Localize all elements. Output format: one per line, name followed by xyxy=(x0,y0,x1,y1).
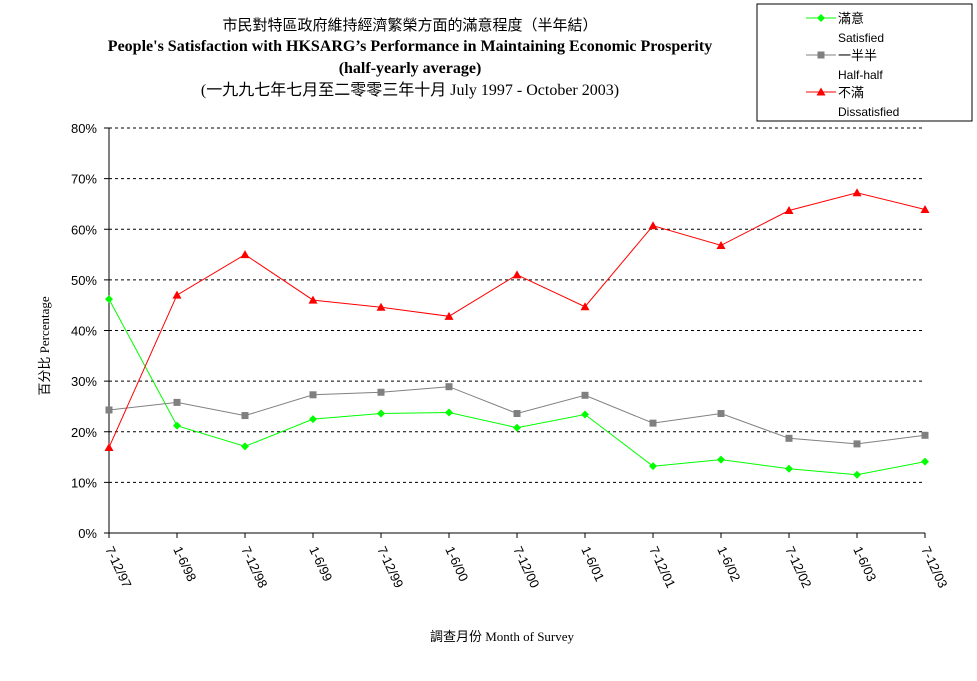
data-point xyxy=(376,302,386,311)
data-point xyxy=(308,295,318,304)
data-point xyxy=(445,408,453,417)
chart-subtitle: (half-yearly average) xyxy=(338,60,482,77)
data-point xyxy=(172,290,182,299)
series-half-half xyxy=(105,383,929,448)
data-point xyxy=(921,457,929,466)
y-axis-ticks: 0% 10% 20% 30% 40% 50% 60% 70% 80% xyxy=(71,121,109,541)
data-point xyxy=(649,462,657,471)
data-point xyxy=(785,464,793,473)
data-point xyxy=(444,311,454,320)
y-tick-label: 30% xyxy=(71,374,97,389)
legend-label-en: Half-half xyxy=(838,68,883,82)
data-point xyxy=(920,205,930,214)
data-point xyxy=(717,410,725,418)
data-point xyxy=(241,412,249,420)
data-point xyxy=(648,221,658,230)
y-tick-label: 70% xyxy=(71,172,97,187)
data-point xyxy=(784,206,794,215)
x-tick-label: 7-12/98 xyxy=(238,544,270,590)
legend-box xyxy=(756,3,973,122)
y-tick-label: 10% xyxy=(71,475,97,490)
series-satisfied xyxy=(105,295,929,479)
series-dissatisfied xyxy=(104,188,930,451)
legend-label-en: Satisfied xyxy=(838,31,884,45)
legend: 滿意 Satisfied 一半半 Half-half 不滿 Dissatisfied xyxy=(756,3,973,122)
y-tick-label: 40% xyxy=(71,324,97,339)
series-line xyxy=(108,298,926,476)
data-point xyxy=(853,440,861,448)
legend-label: 滿意 xyxy=(838,11,864,27)
x-tick-label: 7-12/99 xyxy=(374,544,406,590)
legend-entry: 滿意 Satisfied xyxy=(806,11,884,45)
data-point xyxy=(513,410,521,418)
x-tick-label: 7-12/02 xyxy=(782,544,814,590)
data-point xyxy=(717,455,725,464)
data-point xyxy=(445,383,453,391)
data-point xyxy=(173,398,181,406)
legend-marker xyxy=(816,87,826,96)
data-point xyxy=(581,391,589,399)
data-point xyxy=(716,240,726,249)
x-axis-title: 調查月份 Month of Survey xyxy=(430,629,575,644)
x-tick-label: 1-6/03 xyxy=(850,544,879,584)
chart-title-en: People's Satisfaction with HKSARG’s Perf… xyxy=(107,38,713,55)
data-point xyxy=(377,388,385,396)
data-point xyxy=(377,409,385,418)
legend-label-en: Dissatisfied xyxy=(838,105,899,119)
x-tick-label: 7-12/00 xyxy=(510,544,542,590)
legend-entry: 一半半 Half-half xyxy=(806,49,883,82)
series-group xyxy=(104,188,930,479)
series-line xyxy=(108,192,926,448)
x-tick-label: 7-12/03 xyxy=(918,544,950,590)
x-tick-label: 1-6/99 xyxy=(306,544,335,584)
y-tick-label: 50% xyxy=(71,273,97,288)
data-point xyxy=(104,442,114,451)
legend-label: 一半半 xyxy=(838,49,877,64)
data-point xyxy=(309,391,317,399)
data-point xyxy=(513,423,521,432)
legend-marker xyxy=(817,14,825,22)
data-point xyxy=(580,302,590,311)
data-point xyxy=(240,250,250,259)
data-point xyxy=(105,295,113,304)
gridlines xyxy=(109,127,925,483)
x-axis-ticks: 7-12/97 1-6/98 7-12/98 1-6/99 7-12/99 1-6/00 7… xyxy=(102,533,951,590)
y-axis-title: 百分比 Percentage xyxy=(37,296,52,396)
x-tick-label: 7-12/97 xyxy=(102,544,134,590)
chart-titles: 市民對特區政府維持經濟繁榮方面的滿意程度（半年結） People's Satis… xyxy=(60,14,760,102)
data-point xyxy=(309,415,317,424)
data-point xyxy=(105,406,113,414)
x-tick-label: 7-12/01 xyxy=(646,544,678,590)
chart-period: (一九九七年七月至二零零三年十月 July 1997 - October 200… xyxy=(200,82,620,99)
data-point xyxy=(512,270,522,279)
legend-entry: 不滿 Dissatisfied xyxy=(806,85,899,119)
data-point xyxy=(921,431,929,439)
data-point xyxy=(853,470,861,479)
data-point xyxy=(649,419,657,427)
chart-title-zh: 市民對特區政府維持經濟繁榮方面的滿意程度（半年結） xyxy=(222,16,598,34)
y-tick-label: 20% xyxy=(71,425,97,440)
y-tick-label: 80% xyxy=(71,121,97,136)
legend-marker xyxy=(817,51,825,59)
data-point xyxy=(852,188,862,197)
x-tick-label: 1-6/98 xyxy=(170,544,199,584)
x-tick-label: 1-6/00 xyxy=(442,544,471,584)
y-tick-label: 0% xyxy=(78,526,97,541)
data-point xyxy=(173,421,181,430)
y-tick-label: 60% xyxy=(71,222,97,237)
x-tick-label: 1-6/02 xyxy=(714,544,743,584)
data-point xyxy=(785,434,793,442)
x-tick-label: 1-6/01 xyxy=(578,544,607,584)
data-point xyxy=(581,410,589,419)
data-point xyxy=(241,442,249,451)
legend-label: 不滿 xyxy=(838,85,864,101)
